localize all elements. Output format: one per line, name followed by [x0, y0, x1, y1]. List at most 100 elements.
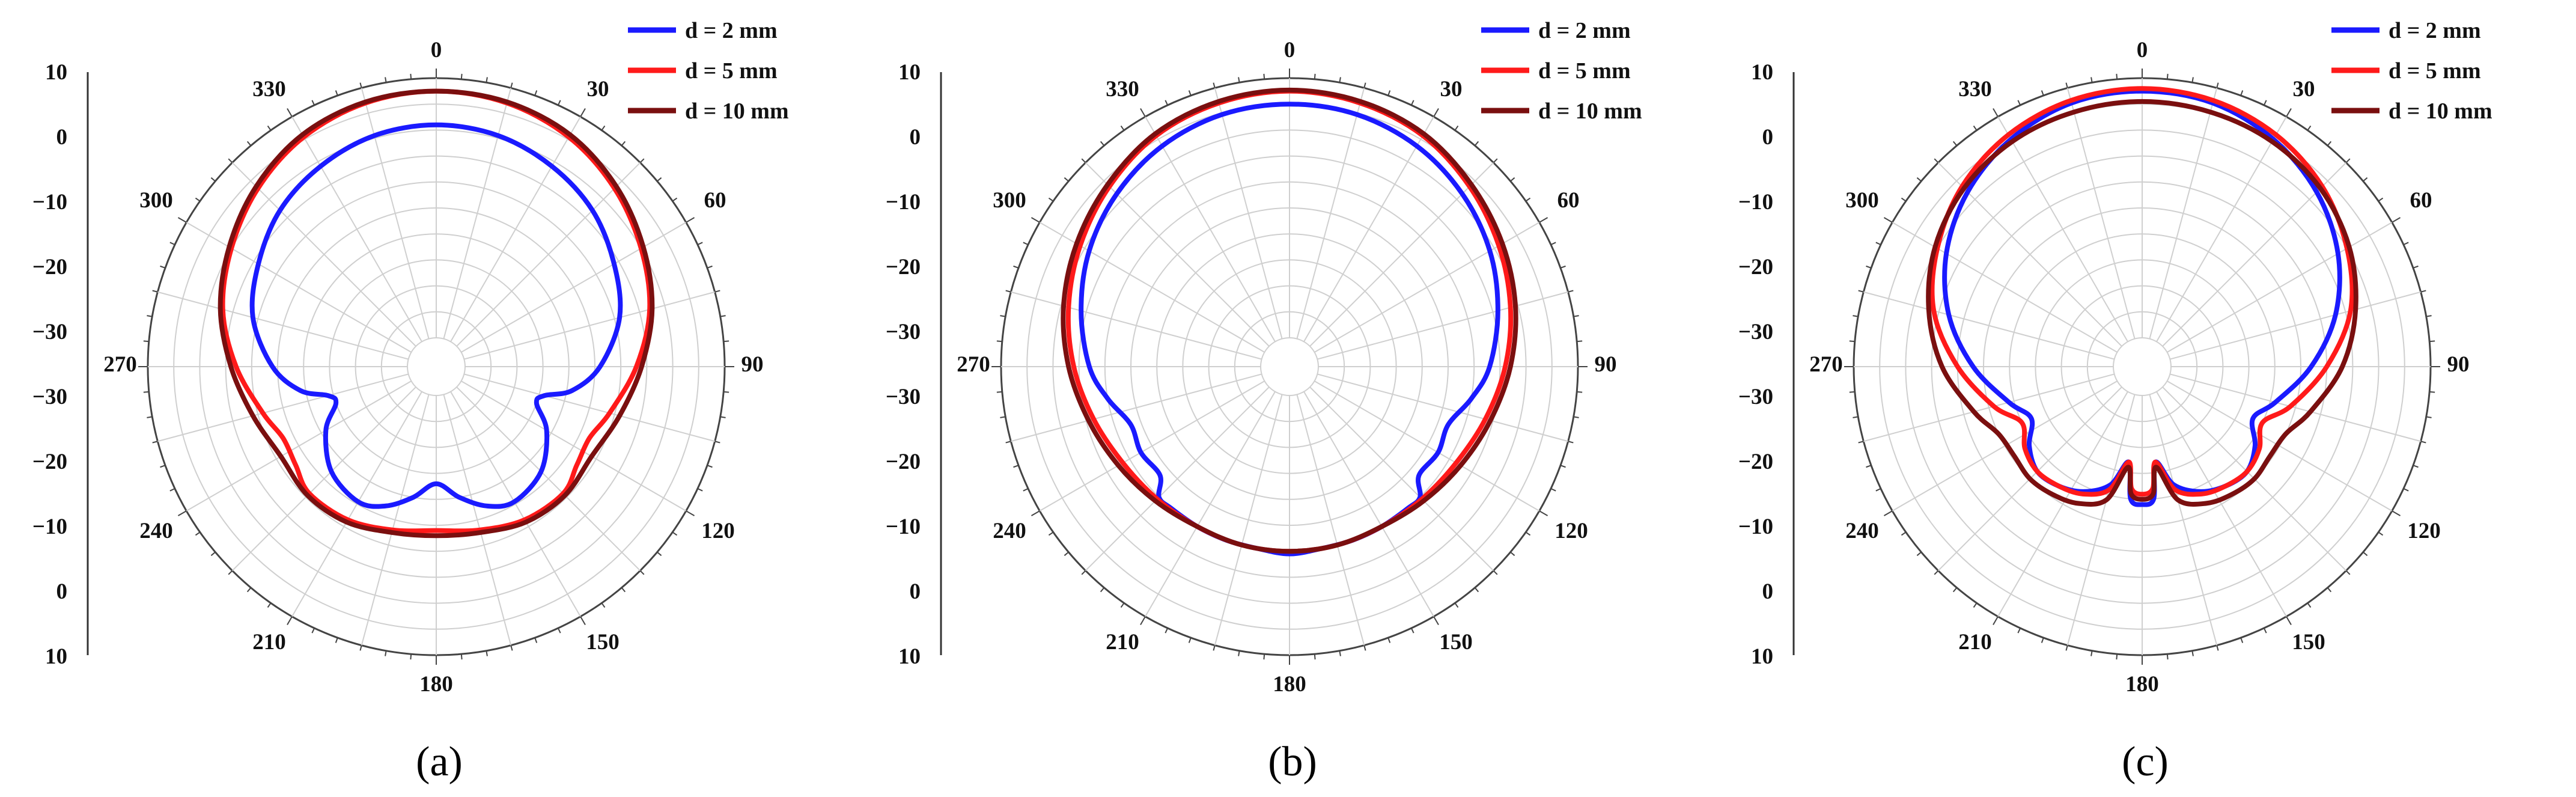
outer-tick: [1493, 570, 1498, 575]
outer-tick: [1858, 290, 1864, 293]
grid-spoke: [2156, 116, 2287, 342]
outer-tick: [2392, 217, 2401, 223]
angle-label: 90: [741, 352, 764, 377]
grid-spoke: [1039, 380, 1265, 511]
series-line: [220, 88, 653, 534]
polar-grid-c: [1844, 69, 2440, 665]
outer-tick: [2426, 416, 2432, 418]
grid-spoke: [450, 116, 581, 342]
outer-tick: [2065, 645, 2068, 651]
outer-tick: [1875, 242, 1881, 246]
outer-tick: [228, 570, 233, 575]
outer-tick: [1005, 441, 1011, 444]
radial-tick: 10: [45, 60, 67, 85]
radial-tick: 10: [898, 60, 921, 85]
series-line: [1079, 102, 1500, 557]
outer-tick: [1474, 587, 1479, 593]
outer-tick: [686, 510, 695, 516]
grid-spoke: [157, 291, 409, 360]
outer-tick: [359, 645, 362, 651]
outer-tick: [1934, 570, 1939, 575]
outer-tick: [1853, 416, 1859, 418]
series-line: [1942, 88, 2342, 507]
outer-tick: [672, 531, 678, 536]
outer-tick: [1901, 531, 1907, 536]
outer-tick: [1525, 531, 1531, 536]
outer-tick: [557, 628, 561, 634]
grid-spoke: [443, 88, 512, 339]
angle-labels-b: 0 30 60 90 120 150 180 210 240 270 300 3…: [957, 38, 1616, 697]
outer-tick: [2345, 158, 2351, 163]
grid-ring: [1260, 337, 1319, 396]
outer-tick: [1550, 487, 1556, 492]
outer-tick: [410, 73, 412, 79]
angle-label: 120: [2407, 519, 2441, 543]
radial-tick: −20: [1738, 450, 1773, 474]
outer-tick: [1433, 108, 1439, 117]
outer-tick: [621, 587, 626, 593]
series-line: [1926, 99, 2358, 507]
outer-tick: [639, 158, 645, 163]
outer-tick: [672, 197, 678, 202]
grid-spoke: [456, 162, 641, 347]
outer-tick: [1973, 125, 1978, 131]
grid-spoke: [361, 394, 430, 646]
radial-tick: −30: [886, 385, 921, 409]
radial-tick: 0: [910, 579, 921, 604]
outer-tick: [152, 290, 158, 293]
outer-tick: [1539, 510, 1548, 516]
outer-tick: [160, 465, 166, 468]
outer-tick: [152, 441, 158, 444]
outer-tick: [686, 217, 695, 223]
series-layer-b: [1061, 87, 1518, 557]
grid-spoke: [1296, 88, 1365, 339]
outer-tick: [1000, 315, 1006, 317]
grid-spoke: [291, 391, 422, 617]
angle-label: 330: [1958, 77, 1992, 102]
radial-tick: −20: [32, 255, 67, 279]
radial-tick: −30: [1738, 320, 1773, 344]
grid-spoke: [186, 380, 412, 511]
outer-tick: [195, 531, 201, 536]
angle-label: 120: [701, 519, 735, 543]
outer-tick: [335, 90, 338, 96]
outer-tick: [2065, 82, 2068, 88]
radial-tick: −20: [886, 255, 921, 279]
outer-tick: [2327, 587, 2332, 593]
grid-spoke: [1085, 162, 1270, 347]
angle-label: 0: [1284, 38, 1296, 63]
grid-spoke: [1011, 373, 1262, 442]
outer-tick: [1560, 265, 1566, 269]
outer-tick: [1188, 637, 1192, 643]
grid-ring: [2113, 337, 2172, 396]
legend-label: d = 10 mm: [1538, 99, 1642, 124]
grid-spoke: [456, 386, 641, 572]
grid-spoke: [361, 88, 430, 339]
outer-tick: [707, 465, 713, 468]
grid-spoke: [291, 116, 422, 342]
angle-label: 330: [1106, 77, 1139, 102]
angle-label: 0: [431, 38, 442, 63]
outer-tick: [1120, 602, 1125, 608]
outer-tick: [1031, 217, 1040, 223]
series-line: [218, 88, 655, 539]
outer-tick: [2345, 570, 2351, 575]
radial-tick: 10: [898, 644, 921, 669]
outer-tick: [697, 242, 703, 246]
outer-tick: [460, 73, 463, 79]
outer-tick: [2017, 100, 2021, 106]
outer-tick: [2426, 315, 2432, 317]
angle-label: 330: [252, 77, 286, 102]
outer-tick: [2090, 77, 2093, 83]
angle-label: 150: [1439, 630, 1473, 655]
grid-spoke: [1937, 162, 2122, 347]
grid-spoke: [1214, 88, 1283, 339]
outer-tick: [1031, 510, 1040, 516]
outer-tick: [1048, 531, 1054, 536]
grid-spoke: [2149, 394, 2218, 646]
radial-tick: −10: [886, 190, 921, 215]
outer-tick: [720, 416, 726, 418]
angle-label: 270: [1809, 352, 1843, 377]
outer-tick: [1454, 602, 1459, 608]
